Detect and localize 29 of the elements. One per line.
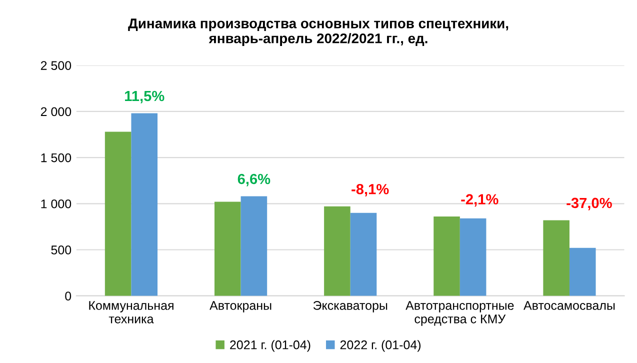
annotation: 11,5% xyxy=(125,90,164,104)
annotation: -37,0% xyxy=(566,198,612,210)
annotation: -2,1% xyxy=(461,194,498,207)
bar xyxy=(131,113,158,296)
y-tick-label: 500 xyxy=(51,246,72,254)
y-tick-label: 2 000 xyxy=(40,107,72,116)
y-tick-label: 2 500 xyxy=(40,61,72,70)
bar xyxy=(434,216,460,296)
bar xyxy=(569,248,596,296)
x-tick-label: Автокраны xyxy=(210,301,272,312)
bar xyxy=(460,218,486,296)
annotation: -8,1% xyxy=(352,184,389,196)
annotation: 6,6% xyxy=(238,174,270,186)
bar xyxy=(350,212,377,296)
x-tick-label: Экскаваторы xyxy=(313,301,388,312)
bar xyxy=(104,132,132,296)
y-tick-label: 0 xyxy=(65,292,72,300)
legend-label: 2022 г. (01-04) xyxy=(340,340,421,352)
bar xyxy=(324,206,350,296)
x-tick-label: Автосамосвалы xyxy=(524,301,615,310)
bar xyxy=(214,202,241,296)
x-tick-label: Коммунальная техника xyxy=(89,301,174,324)
chart-title: Динамика производства основных типов спецтехники, январь-апрель 2022/2021 гг., ед. xyxy=(128,18,508,46)
y-tick-label: 1 500 xyxy=(41,153,72,162)
legend-label: 2021 г. (01-04) xyxy=(230,340,310,352)
bar xyxy=(543,220,570,296)
y-tick-label: 1 000 xyxy=(41,199,72,208)
x-tick-label: Автотранспортные средства с КМУ xyxy=(406,301,514,326)
bar xyxy=(240,196,268,296)
